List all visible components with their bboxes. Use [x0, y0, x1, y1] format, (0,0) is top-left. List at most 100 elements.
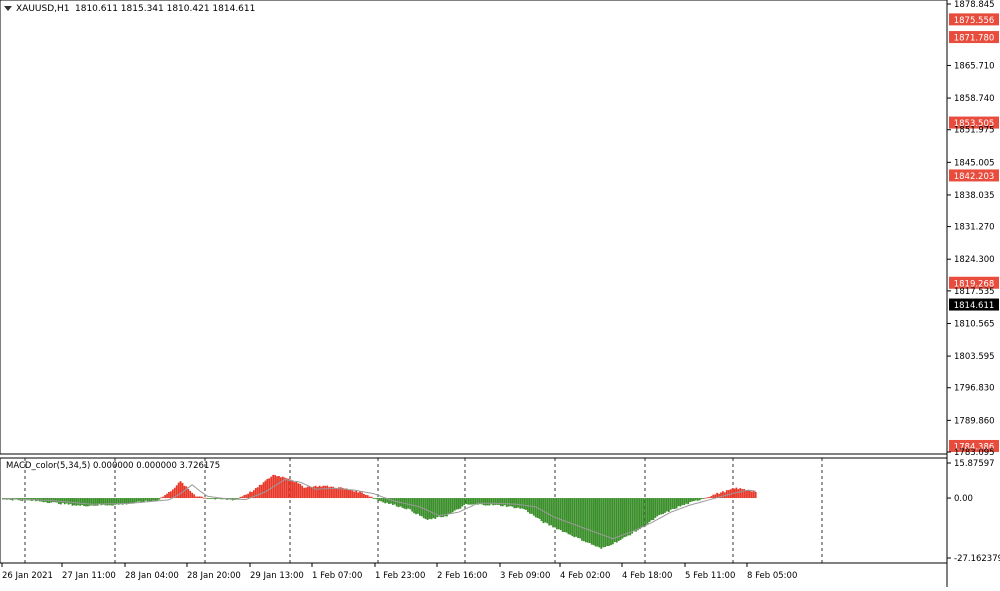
macd-histogram-bar	[637, 498, 639, 531]
macd-histogram-bar	[278, 476, 280, 499]
macd-histogram-bar	[698, 498, 701, 501]
macd-histogram-bar	[202, 497, 205, 499]
macd-histogram-bar	[588, 498, 591, 544]
macd-histogram-bar	[256, 487, 259, 499]
macd-plot[interactable]	[2, 458, 823, 563]
macd-histogram-bar	[534, 498, 537, 518]
macd-histogram-bar	[444, 498, 446, 517]
macd-histogram-bar	[98, 498, 101, 505]
macd-histogram-bar	[166, 493, 168, 499]
macd-histogram-bar	[193, 494, 195, 499]
price-tick-label: 1810.565	[954, 319, 995, 329]
macd-histogram-bar	[328, 487, 331, 499]
macd-histogram-bar	[442, 498, 444, 518]
macd-histogram-bar	[689, 498, 691, 503]
macd-histogram-bar	[525, 498, 527, 510]
level-price-label: 1819.268	[954, 279, 995, 289]
macd-histogram-bar	[453, 498, 456, 511]
macd-histogram-bar	[669, 498, 672, 510]
macd-histogram-bar	[683, 498, 686, 506]
macd-histogram-bar	[390, 498, 392, 504]
macd-histogram-bar	[214, 498, 217, 500]
macd-histogram-bar	[307, 486, 309, 499]
macd-histogram-bar	[571, 498, 574, 537]
macd-histogram-bar	[446, 498, 448, 517]
macd-histogram-bar	[451, 498, 454, 513]
macd-histogram-bar	[507, 498, 510, 507]
macd-histogram-bar	[366, 495, 369, 499]
macd-histogram-bar	[625, 498, 628, 537]
macd-histogram-bar	[127, 498, 130, 504]
macd-histogram-bar	[297, 483, 300, 499]
triangle-down-icon[interactable]	[4, 6, 12, 11]
macd-histogram-bar	[650, 498, 653, 521]
macd-histogram-bar	[667, 498, 670, 512]
chart-header: XAUUSD,H1 1810.611 1815.341 1810.421 181…	[4, 4, 255, 471]
macd-histogram-bar	[289, 479, 292, 499]
macd-histogram-bar	[77, 498, 80, 506]
macd-histogram-bar	[69, 498, 72, 504]
macd-histogram-bar	[135, 498, 138, 503]
macd-histogram-bar	[81, 498, 84, 506]
current-price-label: 1814.611	[954, 301, 995, 311]
macd-histogram-bar	[189, 490, 192, 499]
macd-histogram-bar	[754, 491, 757, 499]
macd-histogram-bar	[420, 498, 423, 517]
macd-histogram-bar	[523, 498, 525, 510]
macd-histogram-bar	[679, 498, 682, 507]
macd-histogram-bar	[106, 498, 109, 506]
macd-histogram-bar	[633, 498, 636, 532]
macd-histogram-bar	[125, 498, 128, 505]
macd-histogram-bar	[258, 484, 261, 499]
macd-histogram-bar	[303, 487, 305, 499]
macd-histogram-bar	[391, 498, 394, 505]
macd-histogram-bar	[747, 490, 749, 499]
macd-histogram-bar	[363, 494, 365, 499]
macd-histogram-bar	[281, 476, 284, 499]
macd-histogram-bar	[368, 496, 371, 499]
price-tick-label: 1858.740	[954, 94, 995, 104]
macd-histogram-bar	[569, 498, 572, 535]
macd-histogram-bar	[685, 498, 688, 504]
macd-histogram-bar	[168, 491, 170, 499]
macd-histogram-bar	[434, 498, 437, 519]
macd-histogram-bar	[693, 498, 695, 502]
macd-histogram-bar	[254, 487, 257, 499]
macd-histogram-bar	[702, 498, 705, 499]
macd-histogram-bar	[274, 475, 277, 499]
level-price-label: 1784.386	[954, 442, 995, 452]
macd-histogram-bar	[187, 488, 190, 499]
macd-histogram-bar	[204, 497, 207, 499]
macd-histogram-bar	[133, 498, 136, 504]
macd-histogram-bar	[395, 498, 398, 507]
macd-histogram-bar	[382, 498, 385, 503]
macd-histogram-bar	[251, 491, 253, 499]
macd-histogram-bar	[359, 491, 361, 499]
level-price-label: 1871.780	[954, 34, 995, 44]
macd-histogram-bar	[146, 498, 149, 502]
macd-histogram-bar	[191, 492, 194, 499]
macd-histogram-bar	[131, 498, 134, 504]
price-tick-label: 1796.830	[954, 384, 995, 394]
current-price-tag	[949, 298, 999, 311]
macd-histogram-bar	[538, 498, 541, 519]
price-tick-label: 1817.535	[954, 287, 995, 297]
macd-histogram-bar	[488, 498, 491, 506]
macd-histogram-bar	[455, 498, 458, 510]
macd-histogram-bar	[268, 478, 271, 499]
macd-histogram-bar	[152, 498, 155, 501]
macd-histogram-bar	[200, 496, 203, 499]
macd-histogram-bar	[374, 498, 377, 499]
macd-histogram-bar	[301, 485, 304, 499]
macd-histogram-bar	[173, 487, 176, 499]
time-axis-label: 26 Jan 2021	[2, 571, 53, 581]
macd-histogram-bar	[521, 498, 524, 509]
macd-histogram-bar	[654, 498, 657, 518]
macd-histogram-bar	[511, 498, 514, 507]
macd-histogram-bar	[474, 498, 477, 505]
macd-histogram-bar	[119, 498, 122, 505]
macd-histogram-bar	[355, 490, 358, 499]
macd-histogram-bar	[264, 480, 267, 499]
